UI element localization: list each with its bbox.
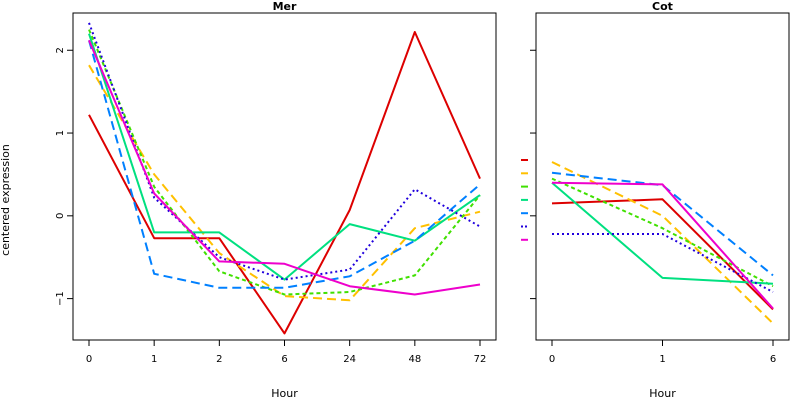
panel-mer: Mer 0 1 2 6 24 48 72 Hour −1 0 1 2 bbox=[55, 0, 497, 400]
x-tick-label: 2 bbox=[216, 354, 222, 365]
x-tick-label: 24 bbox=[343, 354, 356, 365]
x-axis-label: Hour bbox=[649, 387, 676, 400]
series-line-3 bbox=[88, 29, 481, 296]
series-line-6 bbox=[88, 22, 481, 281]
series-line-2 bbox=[88, 64, 481, 302]
legend-keys bbox=[521, 159, 528, 241]
plot-frame bbox=[535, 12, 790, 341]
y-tick-label: 1 bbox=[55, 130, 66, 136]
series-line-2 bbox=[551, 161, 774, 325]
panel-title: Cot bbox=[652, 0, 673, 13]
series-line-1 bbox=[551, 198, 774, 311]
series-line-5 bbox=[551, 171, 774, 277]
panel-title: Mer bbox=[273, 0, 297, 13]
series-line-4 bbox=[551, 181, 774, 285]
x-axis-label: Hour bbox=[271, 387, 298, 400]
x-tick-label: 6 bbox=[770, 354, 776, 365]
x-tick-label: 0 bbox=[86, 354, 92, 365]
x-tick-label: 6 bbox=[281, 354, 287, 365]
series-line-5 bbox=[88, 40, 481, 289]
y-axis-label: centered expression bbox=[0, 144, 12, 256]
x-tick-label: 1 bbox=[151, 354, 157, 365]
y-tick-label: 0 bbox=[55, 213, 66, 219]
series-line-7 bbox=[551, 181, 774, 310]
x-tick-label: 0 bbox=[549, 354, 555, 365]
series-line-7 bbox=[88, 39, 481, 296]
series-line-4 bbox=[88, 33, 481, 281]
series-line-6 bbox=[552, 233, 774, 293]
series-line-1 bbox=[88, 31, 481, 335]
y-tick-label: 2 bbox=[55, 47, 66, 53]
x-tick-label: 48 bbox=[408, 354, 421, 365]
panel-cot: Cot 0 1 6 Hour bbox=[530, 0, 790, 400]
x-tick-label: 1 bbox=[659, 354, 665, 365]
y-tick-label: −1 bbox=[55, 291, 66, 306]
x-tick-label: 72 bbox=[474, 354, 487, 365]
